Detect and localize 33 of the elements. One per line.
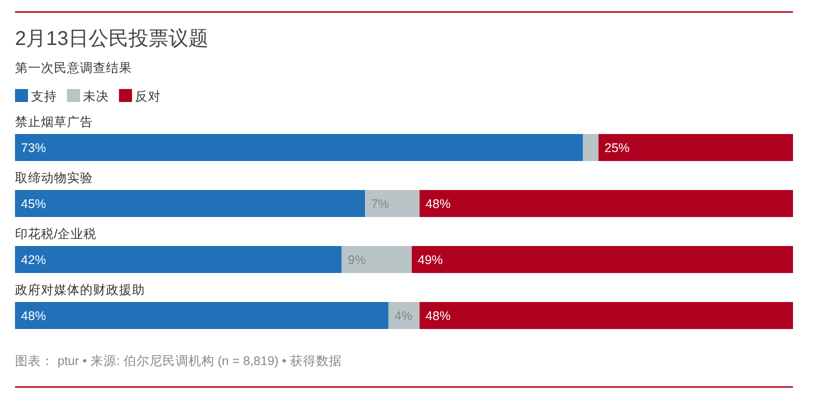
bar <box>15 134 583 161</box>
bar <box>582 134 598 161</box>
data-label: 48% <box>426 197 451 211</box>
legend-label: 未决 <box>83 90 109 104</box>
data-label: 45% <box>21 197 46 211</box>
chart-title: 2月13日公民投票议题 <box>15 28 208 50</box>
bar <box>412 246 793 273</box>
data-label: 9% <box>348 253 366 267</box>
bar <box>388 302 420 329</box>
data-label: 48% <box>21 309 46 323</box>
data-label: 4% <box>394 309 413 323</box>
data-label: 7% <box>371 197 390 211</box>
bar <box>420 302 793 329</box>
bar <box>15 246 342 273</box>
bar <box>15 302 388 329</box>
bar <box>15 190 366 217</box>
bar <box>342 246 412 273</box>
data-label: 49% <box>418 253 443 267</box>
y-tick-label: 政府对媒体的财政援助 <box>15 282 145 297</box>
y-tick-label: 取缔动物实验 <box>15 171 93 185</box>
bar <box>598 134 793 161</box>
y-tick-label: 印花税/企业税 <box>15 227 96 241</box>
data-label: 48% <box>426 309 451 323</box>
data-label: 42% <box>21 253 46 267</box>
y-tick-label: 禁止烟草广告 <box>15 115 93 129</box>
text: 图表： ptur • 来源: 伯尔尼民调机构 (n = 8,819) • 获得数据 <box>15 354 342 368</box>
chart-subtitle: 第一次民意调查结果 <box>15 61 132 75</box>
bar <box>365 190 420 217</box>
data-label: 73% <box>21 141 46 155</box>
legend-label: 反对 <box>135 90 161 104</box>
bar <box>420 190 793 217</box>
legend-label: 支持 <box>31 90 57 104</box>
data-label: 25% <box>604 141 630 155</box>
